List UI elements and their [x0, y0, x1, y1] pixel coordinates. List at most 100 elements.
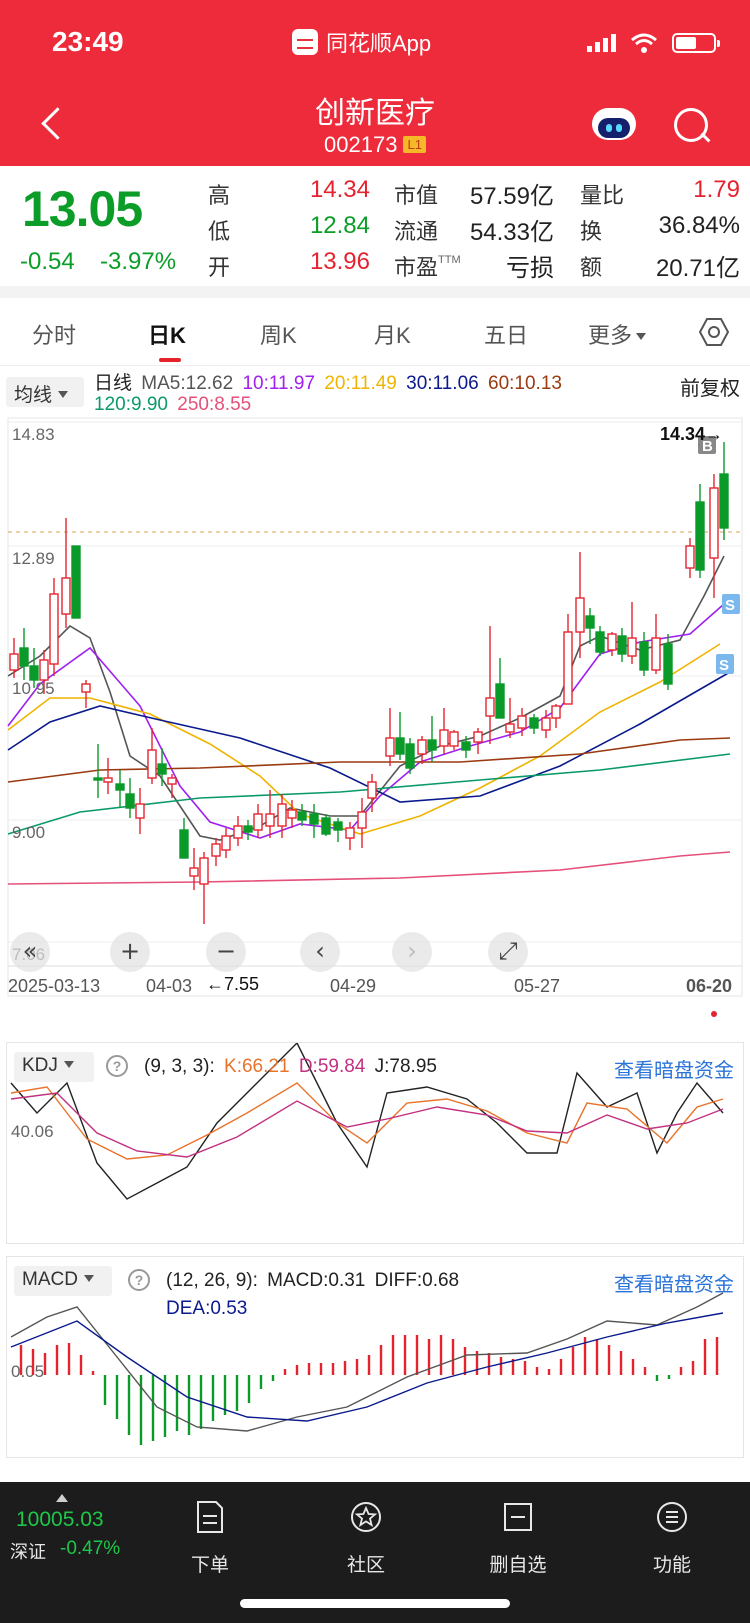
candle-body: [309, 813, 319, 825]
candle-body: [125, 793, 135, 809]
candle-body: [49, 593, 59, 665]
mktcap-value: 57.59亿: [469, 183, 554, 210]
kdj-j-line: [10, 1043, 724, 1200]
candle-body: [287, 809, 297, 819]
candle-body: [617, 635, 627, 655]
ma5-value: MA5:12.62: [141, 373, 234, 394]
candle-body: [221, 835, 231, 851]
svg-text:B: B: [702, 438, 713, 455]
kdj-j: J:78.95: [374, 1056, 437, 1077]
kline-date-label: 2025-03-13: [8, 976, 100, 996]
kdj-dark-pool-link[interactable]: 查看暗盘资金: [614, 1060, 734, 1082]
caret-down-icon: [83, 1275, 94, 1282]
low-value: 12.84: [309, 212, 370, 239]
app-logo-icon: [292, 29, 318, 55]
candle-body: [61, 577, 71, 615]
zoom-out-button[interactable]: −: [206, 932, 246, 972]
current-date-dot: [711, 1011, 717, 1017]
kdj-indicator-select[interactable]: KDJ: [14, 1052, 94, 1082]
ma250-value: 250:8.55: [177, 394, 252, 415]
high-label: 高: [208, 183, 231, 208]
candle-body: [333, 821, 343, 831]
candle-body: [485, 697, 495, 717]
app-header: 23:49 同花顺App 创新医疗 002173 L1: [0, 0, 750, 166]
ma-indicator-select[interactable]: 均线: [6, 377, 84, 407]
period-tabs: 分时 日K 周K 月K 五日 更多: [0, 298, 750, 366]
pe-ttm-sup: TTM: [438, 254, 461, 266]
zoom-in-button[interactable]: +: [110, 932, 150, 972]
kline-date-label: 06-20: [686, 976, 732, 996]
kdj-d: D:59.84: [298, 1056, 366, 1077]
candle-body: [103, 777, 113, 783]
macd-dark-pool-link[interactable]: 查看暗盘资金: [614, 1274, 734, 1296]
macd-y-label: 0.05: [11, 1362, 44, 1381]
ma120-value: 120:9.90: [94, 394, 168, 415]
high-value: 14.34: [309, 176, 370, 203]
candle-body: [147, 749, 157, 779]
collapse-left-button[interactable]: «: [10, 932, 50, 972]
macd-diff: DIFF:0.68: [374, 1270, 460, 1291]
scroll-right-button[interactable]: ›: [392, 932, 432, 972]
ai-assistant-button[interactable]: [592, 104, 636, 142]
candle-body: [685, 545, 695, 569]
ma20-value: 20:11.49: [324, 373, 397, 394]
open-value: 13.96: [309, 248, 370, 275]
last-price: 13.05: [22, 181, 143, 237]
candle-body: [253, 813, 263, 831]
price-adjust-toggle[interactable]: 前复权: [680, 378, 740, 400]
turnover-value: 36.84%: [658, 212, 740, 239]
tab-weekly-k[interactable]: 周K: [260, 323, 297, 348]
section-divider: [0, 286, 750, 298]
kline-chart[interactable]: BSS 14.8312.8910.959.007.062025-03-1304-…: [0, 416, 750, 1030]
community-star-icon: [351, 1502, 381, 1532]
candle-body: [345, 827, 355, 839]
macd-dea-line: [10, 1312, 724, 1422]
ma120-line: [7, 753, 731, 835]
order-document-icon: [197, 1501, 223, 1533]
kdj-k-line: [10, 1082, 724, 1160]
macd-macd: MACD:0.31: [267, 1270, 366, 1291]
candle-body: [367, 781, 377, 799]
candle-body: [321, 817, 331, 835]
ma30-value: 30:11.06: [406, 373, 479, 394]
kdj-panel: 40.06: [6, 1042, 744, 1244]
chart-settings-icon[interactable]: [698, 316, 730, 348]
kdj-chart[interactable]: 40.06: [7, 1043, 743, 1243]
tab-monthly-k[interactable]: 月K: [374, 323, 411, 348]
search-button[interactable]: [672, 106, 712, 146]
macd-help-icon[interactable]: ?: [128, 1269, 150, 1291]
candle-body: [529, 717, 539, 729]
ma-legend-row-1: 日线 MA5:12.62 10:11.97 20:11.49 30:11.06 …: [94, 368, 562, 395]
candle-body: [9, 653, 19, 671]
open-label: 开: [208, 255, 231, 280]
candle-body: [265, 813, 275, 827]
stock-name: 创新医疗: [315, 97, 435, 130]
fullscreen-button[interactable]: ⤢: [488, 932, 528, 972]
kdj-help-icon[interactable]: ?: [106, 1055, 128, 1077]
candle-body: [575, 597, 585, 633]
vol-ratio-label: 量比: [580, 183, 625, 208]
ma60-value: 60:10.13: [488, 373, 562, 394]
macd-indicator-select[interactable]: MACD: [14, 1266, 112, 1296]
scroll-left-button[interactable]: ‹: [300, 932, 340, 972]
robot-icon: [592, 108, 636, 140]
candle-body: [233, 825, 243, 839]
tab-daily-k[interactable]: 日K: [148, 323, 186, 348]
ma30-line: [7, 671, 731, 803]
macd-chart[interactable]: 0.05: [7, 1257, 743, 1457]
candle-body: [627, 637, 637, 657]
candle-body: [585, 615, 595, 629]
candle-body: [297, 811, 307, 821]
expand-arrow-icon[interactable]: [56, 1494, 68, 1502]
index-value[interactable]: 10005.03: [16, 1508, 104, 1531]
tab-intraday[interactable]: 分时: [32, 323, 77, 348]
tab-more[interactable]: 更多: [588, 318, 647, 350]
status-time: 23:49: [52, 26, 124, 57]
kdj-values: (9, 3, 3): K:66.21 D:59.84 J:78.95: [144, 1056, 437, 1078]
candle-body: [385, 737, 395, 757]
tab-five-day[interactable]: 五日: [484, 323, 529, 348]
candle-body: [427, 739, 437, 751]
pe-value: 亏损: [506, 255, 554, 282]
status-indicators: [587, 32, 720, 54]
cellular-signal-icon: [587, 34, 616, 52]
